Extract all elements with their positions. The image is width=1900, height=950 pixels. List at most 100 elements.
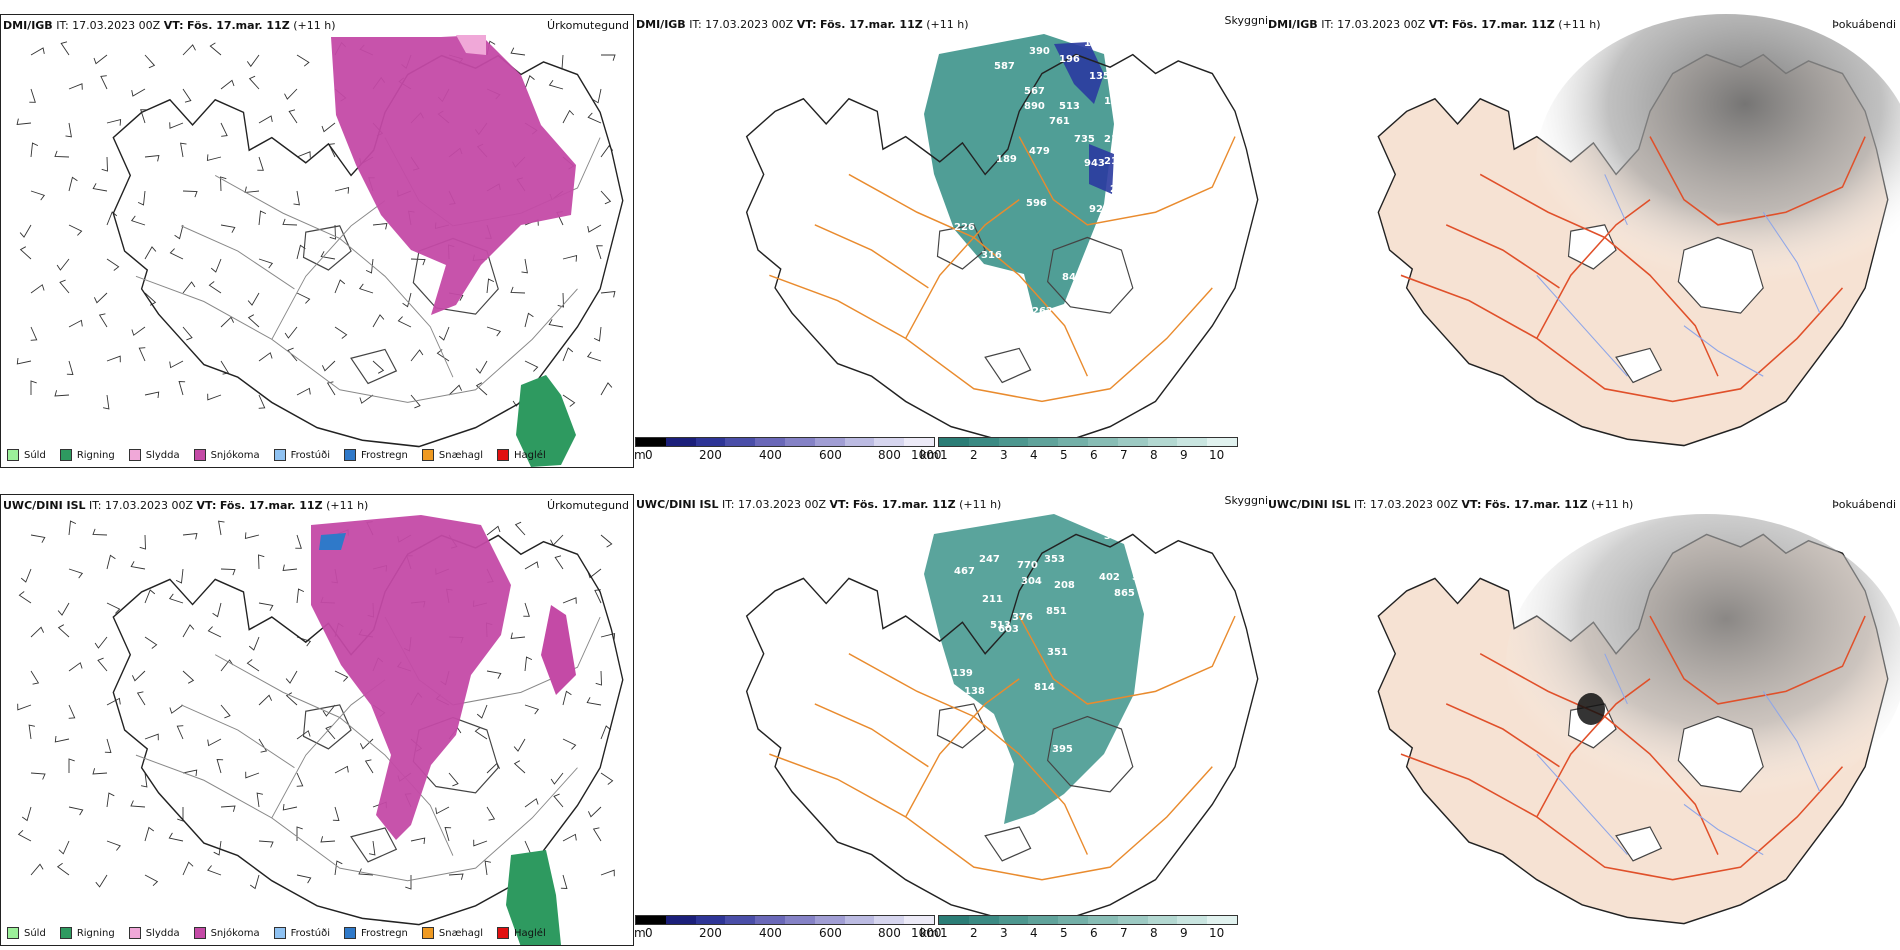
wind-barb	[476, 704, 488, 719]
wind-barb	[144, 589, 156, 604]
wind-barb	[473, 839, 488, 847]
wind-barb	[444, 827, 452, 842]
wind-barb	[18, 591, 32, 604]
wind-barb	[210, 258, 222, 273]
wind-barb	[19, 246, 32, 260]
wind-barb	[182, 861, 194, 876]
wind-barb	[30, 534, 46, 543]
cloud-area	[924, 34, 1114, 314]
cloud-base-value: 567	[1024, 86, 1045, 97]
wind-barb	[218, 520, 225, 536]
cloud-base-value: 761	[1049, 116, 1070, 127]
wind-barb	[548, 79, 564, 90]
rain-area	[506, 850, 561, 945]
wind-barb	[92, 528, 108, 536]
cloud-panel-bottom: UWC/DINI ISL IT: 17.03.2023 00Z VT: Fös.…	[634, 494, 1270, 946]
fog-index-label: Þokuábendi	[1832, 18, 1896, 31]
visibility-scale: km 1 2 3 4 5 6 7 8 9 10	[920, 915, 1238, 940]
legend-item: Snjókoma	[193, 927, 260, 939]
wind-barb	[405, 875, 412, 890]
wind-barb	[593, 326, 602, 342]
precip-legend: Súld Rigning Slydda Snjókoma Frostúði Fr…	[7, 927, 546, 939]
wind-barb	[326, 381, 336, 396]
wind-barb	[68, 662, 83, 672]
cloud-base-value: 467	[954, 566, 975, 577]
cloud-base-value: 212	[1104, 156, 1125, 167]
wind-barb	[169, 360, 184, 369]
panel-title: UWC/DINI ISL IT: 17.03.2023 00Z VT: Fös.…	[636, 498, 1002, 511]
wind-barb	[402, 292, 412, 308]
wind-barb	[288, 109, 298, 124]
panel-title: UWC/DINI ISL IT: 17.03.2023 00Z VT: Fös.…	[1268, 498, 1634, 511]
wind-barb	[586, 351, 602, 362]
wind-barb	[372, 222, 388, 230]
legend-item: Rigning	[59, 449, 115, 461]
wind-barb	[65, 122, 72, 138]
height-scale: m 0 200 400 600 800 1000	[634, 915, 942, 940]
cloud-base-value: 842	[1062, 272, 1083, 283]
legend-item: Haglél	[497, 927, 546, 939]
wind-barb	[486, 670, 502, 679]
iceland-outline	[745, 533, 1259, 925]
wind-barb	[358, 283, 374, 294]
wind-barb	[220, 568, 236, 576]
wind-barb	[220, 176, 227, 192]
fog-panel-top: DMI/IGB IT: 17.03.2023 00Z VT: Fös. 17.m…	[1266, 14, 1900, 468]
wind-barb	[131, 670, 146, 682]
cloud-base-labels: 587 377 247 770 353 467 402 304 208 594 865 211 204 8…	[952, 508, 1175, 755]
wind-barb	[600, 633, 616, 640]
wind-barb	[182, 190, 198, 198]
wind-barb	[137, 190, 146, 206]
wind-barb	[365, 258, 374, 274]
wind-barb	[553, 793, 564, 808]
wind-barb	[410, 258, 426, 266]
visibility-scale: km 1 2 3 4 5 6 7 8 9 10	[920, 437, 1238, 462]
height-scale: m 0 200 400 600 800 1000	[634, 437, 942, 462]
cloud-base-value: 943	[1084, 158, 1105, 169]
wind-barb	[56, 862, 70, 876]
wind-barb	[600, 772, 614, 785]
wind-barb	[16, 357, 32, 365]
wind-barb	[144, 826, 155, 842]
wind-barb	[448, 384, 463, 396]
cloud-base-value: 479	[1029, 146, 1050, 157]
cloud-panel-top: DMI/IGB IT: 17.03.2023 00Z VT: Fös. 17.m…	[634, 14, 1270, 468]
wind-barb	[587, 112, 602, 124]
wind-barb	[587, 806, 602, 818]
wind-barb	[334, 670, 349, 682]
wind-barb	[182, 281, 196, 294]
wind-barb	[562, 738, 577, 750]
wind-barb	[562, 690, 572, 706]
wind-barb	[524, 360, 539, 372]
wind-barb	[523, 602, 530, 617]
legend-item: Haglél	[497, 449, 546, 461]
wind-barb	[144, 733, 159, 741]
cloud-base-value: 216	[1110, 184, 1131, 195]
cloud-base-value: 376	[1012, 612, 1033, 623]
wind-barb	[325, 725, 336, 740]
legend-item: Frostregn	[344, 927, 408, 939]
wind-barb	[20, 568, 32, 583]
wind-barb	[100, 75, 108, 90]
wind-barb	[139, 534, 146, 550]
cloud-area	[924, 514, 1144, 824]
wind-barb	[592, 88, 602, 104]
cloud-base-value: 596	[1026, 198, 1047, 209]
legend-item: Frostregn	[344, 449, 408, 461]
wind-barb	[182, 769, 198, 777]
fog-map	[1377, 14, 1900, 447]
wind-barb	[320, 836, 336, 843]
cloud-base-value: 814	[1034, 682, 1055, 693]
wind-barb	[58, 840, 70, 855]
wind-barb	[332, 806, 340, 821]
cloud-base-value: 603	[998, 624, 1019, 635]
wind-barb	[364, 759, 374, 774]
wind-barb	[220, 659, 234, 672]
wind-barb	[131, 88, 146, 97]
visibility-colorbar	[938, 437, 1238, 447]
wind-barb	[17, 829, 32, 842]
sleet-area	[456, 35, 486, 55]
wind-barb	[524, 312, 534, 328]
wind-barb	[334, 279, 346, 294]
wind-barb	[486, 278, 495, 294]
